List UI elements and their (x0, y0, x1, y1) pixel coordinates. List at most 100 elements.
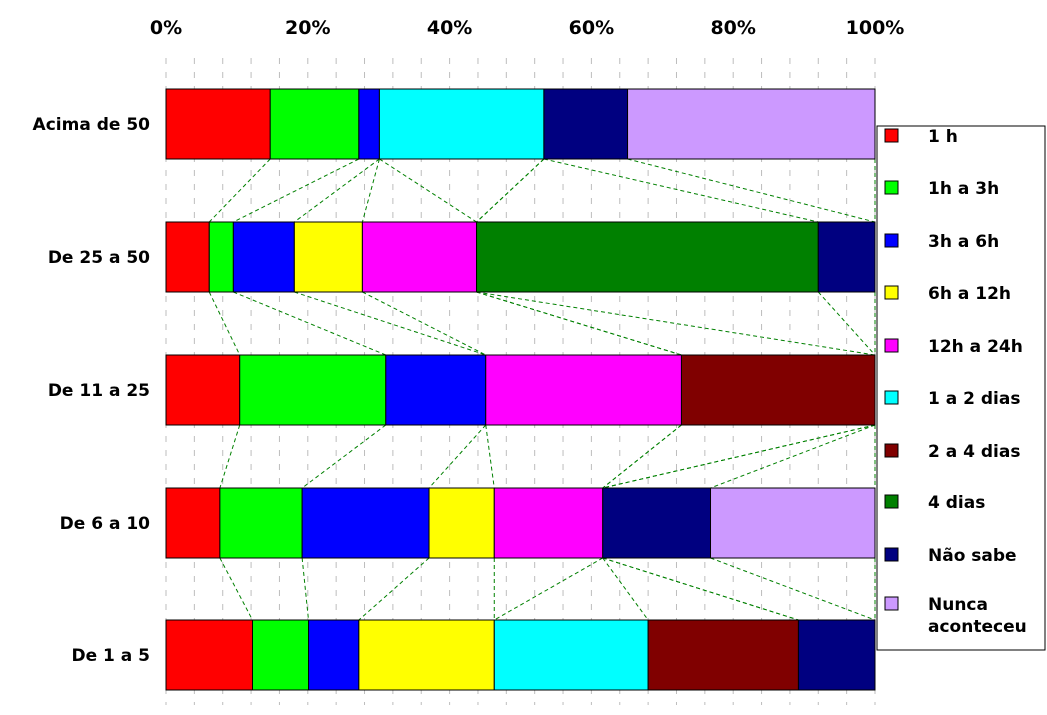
x-tick-label: 100% (846, 17, 905, 39)
legend: 1 h 1h a 3h 3h a 6h 6h a 12h 12h a 24h 1 a 2 … (876, 125, 1046, 651)
x-tick-label: 20% (285, 17, 330, 39)
series-connector-line (233, 158, 360, 223)
series-connector-line (817, 291, 876, 356)
series-connector-line (627, 158, 876, 223)
series-connector-line (476, 158, 545, 223)
series-connector-line (476, 291, 876, 356)
category-label: De 1 a 5 (71, 646, 150, 666)
series-connector-line (543, 158, 819, 223)
legend-swatch (884, 233, 899, 248)
bar-segment (165, 221, 210, 293)
bar-segment (647, 619, 799, 691)
series-connector-line (602, 424, 682, 489)
series-connector-line (602, 557, 799, 621)
legend-swatch (884, 596, 899, 611)
legend-label: 12h a 24h (928, 337, 1023, 357)
series-connector-line (379, 158, 477, 223)
series-connector-line (494, 557, 603, 621)
bar-segment (308, 619, 360, 691)
series-connector-line (219, 424, 241, 489)
x-tick-label: 0% (150, 17, 182, 39)
legend-label: 3h a 6h (928, 232, 999, 252)
bar-segment (817, 221, 876, 293)
series-lines (208, 158, 876, 621)
bar-segment (385, 354, 487, 426)
series-connector-line (301, 557, 310, 621)
category-label: De 25 a 50 (48, 248, 150, 268)
bar-segment (485, 354, 682, 426)
bar-segment (627, 88, 876, 160)
series-connector-line (294, 291, 486, 356)
series-connector-line (358, 557, 430, 621)
legend-swatch (884, 494, 899, 509)
bar-segment (301, 487, 430, 559)
bar-segment (493, 619, 649, 691)
bar-segment (239, 354, 387, 426)
bar-segment (232, 221, 295, 293)
legend-label: Não sabe (928, 546, 1017, 566)
legend-swatch (884, 180, 899, 195)
bar-segment (361, 221, 478, 293)
bar-segment (710, 487, 876, 559)
series-connector-line (710, 424, 876, 489)
series-connector-line (428, 424, 487, 489)
bar-segment (219, 487, 303, 559)
series-connector-line (602, 424, 876, 489)
category-labels: Acima de 50 De 25 a 50 De 11 a 25 De 6 a 10… (33, 115, 151, 666)
series-connector-line (301, 424, 387, 489)
series-connector-line (362, 291, 486, 356)
series-connector-line (710, 557, 876, 621)
x-axis-tick-labels: 0% 20% 40% 60% 80% 100% (150, 17, 904, 39)
bar-segment (165, 88, 271, 160)
legend-swatch (884, 547, 899, 562)
series-connector-line (219, 557, 253, 621)
legend-swatch (884, 285, 899, 300)
bar-segment (165, 619, 253, 691)
bar-segment (251, 619, 310, 691)
legend-label: 1 a 2 dias (928, 389, 1020, 409)
legend-label: 4 dias (928, 493, 985, 513)
category-label: Acima de 50 (33, 115, 151, 135)
series-connector-line (602, 557, 649, 621)
legend-swatch (884, 128, 899, 143)
legend-swatch (884, 338, 899, 353)
series-connector-line (233, 291, 386, 356)
legend-swatch (884, 390, 899, 405)
series-connector-line (485, 424, 495, 489)
bar-segment (797, 619, 876, 691)
series-connector-line (208, 291, 241, 356)
series-connector-line (476, 291, 682, 356)
bar-segment (543, 88, 629, 160)
legend-swatch (884, 443, 899, 458)
legend-label: 2 a 4 dias (928, 442, 1020, 462)
x-tick-label: 40% (427, 17, 472, 39)
bar-segment (165, 354, 241, 426)
bar-segment (358, 619, 495, 691)
legend-label: Nunca aconteceu (928, 595, 1027, 637)
series-connector-line (602, 424, 876, 489)
series-connector-line (361, 158, 380, 223)
bar-segment (165, 487, 221, 559)
category-label: De 6 a 10 (60, 514, 151, 534)
bar-segment (293, 221, 363, 293)
x-tick-label: 80% (710, 17, 755, 39)
bar-segment (358, 88, 380, 160)
legend-label: 1 h (928, 127, 958, 147)
x-tick-label: 60% (569, 17, 614, 39)
bar-segment (208, 221, 234, 293)
series-connector-line (208, 158, 271, 223)
bar-segment (428, 487, 495, 559)
bar-segment (269, 88, 360, 160)
legend-label: 1h a 3h (928, 179, 999, 199)
bar-segment (602, 487, 712, 559)
legend-label: 6h a 12h (928, 284, 1011, 304)
bar-segment (680, 354, 876, 426)
bar-segment (378, 88, 545, 160)
category-label: De 11 a 25 (48, 381, 150, 401)
bars (165, 88, 876, 691)
bar-segment (493, 487, 604, 559)
legend-box (876, 125, 1046, 651)
bar-segment (476, 221, 819, 293)
series-connector-line (294, 158, 380, 223)
